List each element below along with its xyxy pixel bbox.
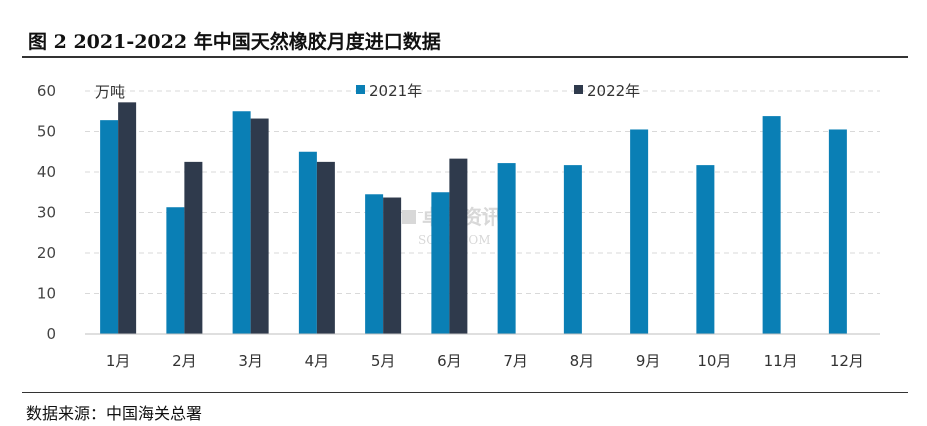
y-tick-label: 0 [46, 325, 56, 343]
x-tick-label: 12月 [830, 352, 864, 370]
bar-series1 [298, 151, 317, 334]
bars [100, 102, 847, 334]
y-axis-ticks: 0 10 20 30 40 50 60 [37, 82, 56, 343]
bar-series1 [232, 111, 251, 334]
bar-series1 [762, 116, 781, 334]
title-bar: 图 2 2021-2022 年中国天然橡胶月度进口数据 [22, 22, 908, 58]
figure-title: 图 2 2021-2022 年中国天然橡胶月度进口数据 [28, 31, 441, 53]
x-tick-label: 1月 [106, 352, 131, 370]
legend: 2021年 2022年 [356, 82, 640, 100]
y-tick-label: 50 [37, 123, 56, 141]
x-tick-label: 2月 [172, 352, 197, 370]
bar-series2 [184, 161, 203, 334]
bar-series1 [166, 207, 185, 334]
x-tick-label: 11月 [764, 352, 798, 370]
x-tick-label: 9月 [636, 352, 661, 370]
legend-swatch [356, 85, 365, 94]
bar-series2 [118, 102, 137, 334]
bar-series1 [563, 165, 582, 334]
y-tick-label: 60 [37, 82, 56, 100]
legend-label: 2022年 [587, 82, 640, 100]
bar-series2 [250, 118, 269, 334]
bar-series1 [100, 120, 119, 334]
x-tick-label: 4月 [305, 352, 330, 370]
bar-series1 [497, 163, 516, 334]
legend-swatch [574, 85, 583, 94]
y-tick-label: 20 [37, 244, 56, 262]
x-axis-ticks: 1月 2月 3月 4月 5月 6月 7月 8月 9月 10月 11月 12月 [106, 352, 864, 370]
x-tick-label: 7月 [503, 352, 528, 370]
bar-series1 [431, 192, 450, 334]
bar-series1 [696, 165, 715, 334]
bar-series2 [449, 158, 468, 334]
x-tick-label: 3月 [238, 352, 263, 370]
bar-series2 [316, 161, 335, 334]
y-tick-label: 10 [37, 285, 56, 303]
gridlines [85, 90, 880, 294]
bar-series1 [630, 129, 649, 334]
y-axis-unit-label: 万吨 [95, 83, 125, 101]
watermark-logo [402, 210, 416, 224]
x-tick-label: 8月 [570, 352, 595, 370]
x-tick-label: 5月 [371, 352, 396, 370]
bar-series1 [828, 129, 847, 334]
data-source: 数据来源：中国海关总署 [26, 404, 203, 423]
x-tick-label: 6月 [437, 352, 462, 370]
footer-divider [22, 392, 908, 393]
bar-series2 [383, 197, 402, 334]
legend-label: 2021年 [369, 82, 422, 100]
y-tick-label: 40 [37, 163, 56, 181]
y-tick-label: 30 [37, 204, 56, 222]
bar-series1 [365, 194, 384, 334]
x-tick-label: 10月 [697, 352, 731, 370]
